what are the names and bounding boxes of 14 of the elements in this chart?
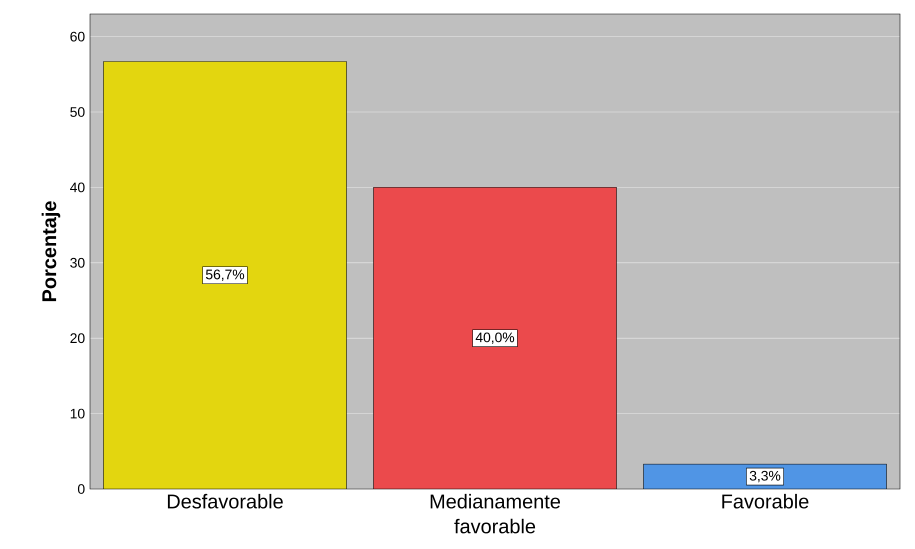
y-axis-title: Porcentaje [42, 201, 60, 302]
x-tick-label: Favorable [722, 494, 808, 509]
x-tick-label: Medianamente favorable [430, 494, 560, 534]
y-tick-label: 10 [70, 408, 85, 418]
y-tick-label: 50 [70, 107, 85, 117]
data-label: 56,7% [206, 270, 244, 281]
y-tick-label: 60 [70, 32, 85, 42]
y-tick-label: 20 [70, 333, 85, 344]
data-label: 3,3% [750, 470, 780, 482]
data-label: 40,0% [476, 332, 514, 344]
y-tick-label: 0 [78, 484, 85, 494]
x-tick-label: Desfavorable [168, 494, 283, 509]
y-tick-label: 40 [70, 182, 85, 192]
y-tick-label: 30 [70, 258, 85, 268]
